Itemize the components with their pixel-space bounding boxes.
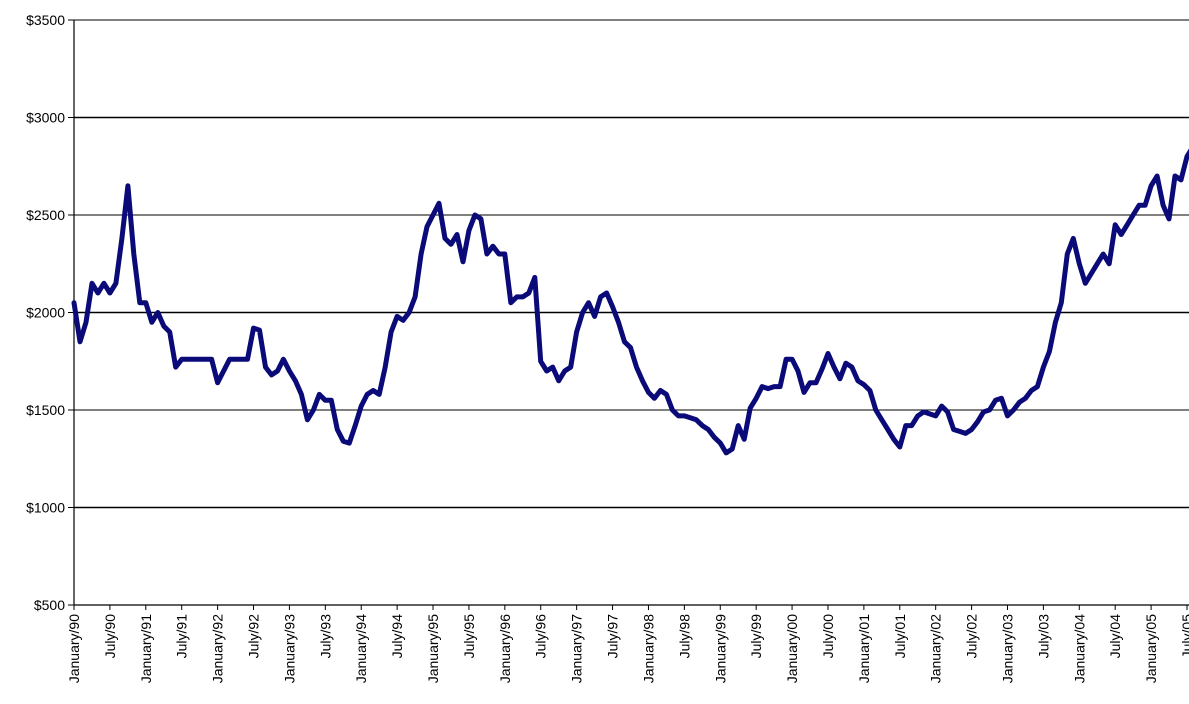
y-tick-label: $1500 (26, 402, 65, 418)
x-tick-label: January/00 (784, 614, 800, 683)
x-tick-label: January/02 (928, 614, 944, 683)
x-tick-label: January/91 (138, 614, 154, 683)
x-tick-label: July/04 (1107, 614, 1123, 659)
x-tick-label: July/98 (676, 614, 692, 659)
x-tick-label: January/96 (497, 614, 513, 683)
axes (68, 19, 1189, 610)
x-tick-label: January/01 (856, 614, 872, 683)
y-tick-label: $2500 (26, 207, 65, 223)
series-group (71, 148, 1189, 456)
y-axis-tick-labels: $500 $1000 $1500 $2000 $2500 $3000 $3500 (26, 12, 65, 613)
x-tick-label: July/01 (892, 614, 908, 659)
x-tick-label: January/90 (66, 614, 82, 683)
x-tick-label: January/98 (640, 614, 656, 683)
x-tick-label: January/97 (569, 614, 585, 683)
x-tick-label: January/99 (712, 614, 728, 683)
x-tick-label: July/96 (533, 614, 549, 659)
x-tick-label: January/03 (999, 614, 1015, 683)
x-tick-label: July/94 (389, 614, 405, 659)
x-tick-label: July/90 (102, 614, 118, 659)
y-tick-label: $3500 (26, 12, 65, 28)
x-tick-label: July/97 (605, 614, 621, 659)
x-tick-label: July/03 (1035, 614, 1051, 659)
x-tick-label: July/99 (748, 614, 764, 659)
x-tick-label: January/04 (1071, 614, 1087, 683)
x-tick-label: January/93 (281, 614, 297, 683)
x-tick-label: July/95 (461, 614, 477, 659)
series-line-0 (71, 148, 1189, 456)
x-tick-label: July/92 (246, 614, 262, 659)
x-tick-label: January/94 (353, 614, 369, 683)
x-tick-label: July/05 (1179, 614, 1189, 659)
x-tick-label: January/95 (425, 614, 441, 683)
y-tick-label: $1000 (26, 500, 65, 516)
gridlines (74, 19, 1189, 509)
y-tick-label: $500 (34, 597, 65, 613)
x-tick-label: July/02 (964, 614, 980, 659)
y-tick-label: $2000 (26, 305, 65, 321)
x-tick-label: July/93 (317, 614, 333, 659)
x-axis-tick-labels: January/90 July/90 January/91 July/91 Januar… (66, 614, 1189, 683)
x-tick-label: January/92 (210, 614, 226, 683)
x-tick-label: July/91 (174, 614, 190, 659)
x-tick-label: July/00 (820, 614, 836, 659)
x-tick-label: January/05 (1143, 614, 1159, 683)
y-tick-label: $3000 (26, 110, 65, 126)
